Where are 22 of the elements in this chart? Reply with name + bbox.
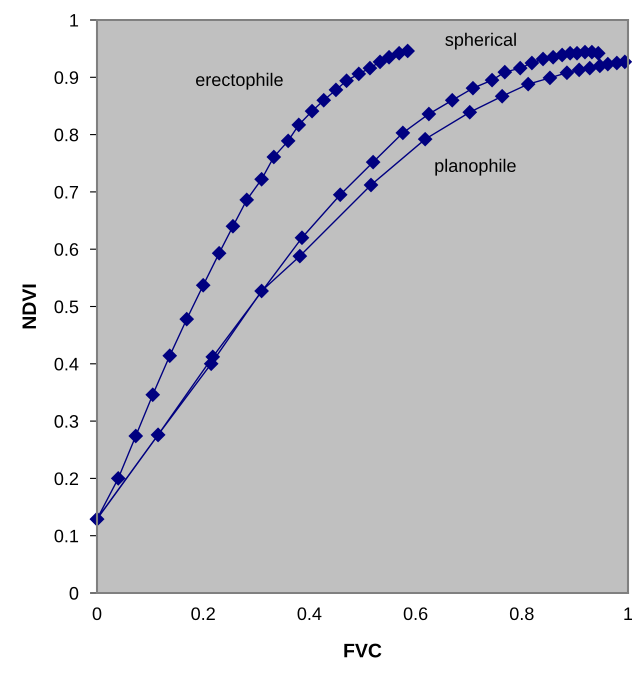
y-tick-label: 0.2 — [54, 472, 78, 486]
x-tick-label: 0 — [92, 607, 102, 620]
y-tick-label: 0.3 — [54, 415, 78, 428]
y-tick-label: 0 — [70, 586, 78, 600]
y-tick-label: 0.7 — [54, 186, 78, 199]
series-label: erectophile — [196, 72, 283, 90]
y-tick-label: 1 — [70, 14, 78, 27]
x-tick-label: 0.6 — [404, 607, 428, 620]
x-tick-label: 0.8 — [510, 607, 534, 620]
x-tick-label: 0.2 — [191, 607, 215, 620]
y-tick-label: 0.6 — [54, 243, 78, 256]
x-tick-label: 0.4 — [298, 607, 322, 620]
y-tick-label: 0.5 — [54, 300, 78, 314]
series-label: planophile — [435, 158, 516, 176]
y-tick-label: 0.4 — [54, 358, 78, 371]
y-tick-label: 0.8 — [54, 128, 78, 142]
y-tick-label: 0.9 — [54, 71, 78, 84]
series-label: spherical — [445, 32, 516, 50]
y-tick-label: 0.1 — [54, 530, 78, 542]
x-axis-title: FVC — [344, 644, 382, 658]
x-tick-label: 1 — [624, 608, 632, 620]
y-axis-title: NDVI — [22, 284, 36, 328]
